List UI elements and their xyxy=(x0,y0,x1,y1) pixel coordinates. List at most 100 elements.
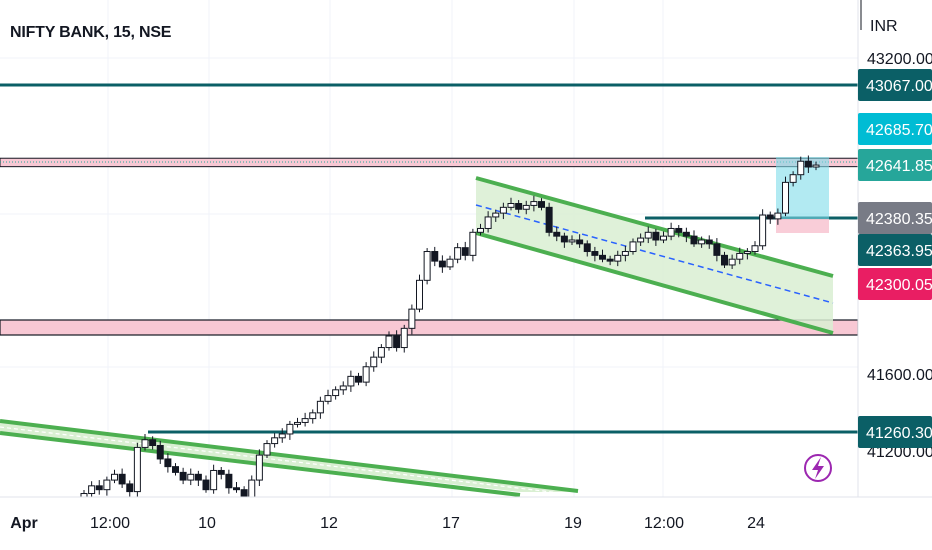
candle-body xyxy=(172,466,179,473)
candle-body xyxy=(568,239,576,243)
candle-body xyxy=(743,251,751,254)
candle-body xyxy=(194,473,202,481)
candle-body xyxy=(751,245,759,253)
price-badge-label: 42641.85 xyxy=(866,158,932,175)
candle-body xyxy=(721,254,728,266)
candle-body xyxy=(355,375,362,383)
candle-body xyxy=(438,260,446,268)
candle-body xyxy=(728,258,736,266)
stop-zone-box xyxy=(776,219,829,233)
candle-body xyxy=(515,203,523,210)
x-tick-label: 17 xyxy=(442,515,460,532)
candle-body xyxy=(316,400,324,414)
price-badge-label: 42380.35 xyxy=(866,211,932,228)
candle-body xyxy=(294,421,301,425)
x-tick-label: 12:00 xyxy=(90,515,130,532)
candle-body xyxy=(454,247,462,260)
candle-body xyxy=(149,439,157,447)
candles-group xyxy=(80,155,820,503)
old-channel-upper-line xyxy=(0,419,579,493)
candle-body xyxy=(179,471,187,481)
price-badge-label: 42300.05 xyxy=(866,277,932,294)
candle-body xyxy=(461,247,469,256)
demand-zone xyxy=(0,319,859,336)
channel-upper-line xyxy=(475,176,834,278)
candle-body xyxy=(629,241,637,253)
candle-body xyxy=(202,479,210,491)
candle-body xyxy=(103,479,111,491)
candle-body xyxy=(362,366,370,383)
candle-body xyxy=(484,216,492,229)
candle-body xyxy=(332,389,340,397)
candle-body xyxy=(248,479,256,498)
y-tick-label: 41600.00 xyxy=(867,367,932,384)
channel-fill xyxy=(476,178,833,333)
symbol-title: NIFTY BANK, 15, NSE xyxy=(10,24,172,41)
candle-body xyxy=(233,487,240,491)
candle-body xyxy=(164,458,172,468)
candle-body xyxy=(766,214,774,220)
candle-body xyxy=(774,212,782,220)
candle-body xyxy=(530,201,538,206)
candle-body xyxy=(545,206,553,233)
candle-body xyxy=(156,445,164,460)
candle-body xyxy=(690,235,698,245)
candle-body xyxy=(377,347,385,358)
candle-body xyxy=(126,483,134,493)
candle-body xyxy=(583,243,591,253)
candle-body xyxy=(217,469,225,475)
candle-body xyxy=(347,375,355,387)
x-tick-label: 12 xyxy=(320,515,338,532)
channel-midline xyxy=(475,204,834,304)
y-tick-label: 43200.00 xyxy=(867,51,932,68)
candle-body xyxy=(88,485,96,495)
old-channel-midline xyxy=(0,426,561,494)
currency-label: INR xyxy=(870,18,898,35)
x-tick-label: Apr xyxy=(10,515,38,532)
price-badge xyxy=(858,202,932,234)
candle-body xyxy=(698,239,706,245)
candle-body xyxy=(621,251,629,256)
candle-body xyxy=(560,235,568,243)
alert-lightning-bolt xyxy=(812,457,824,479)
candle-body xyxy=(499,206,507,214)
x-tick-label: 24 xyxy=(747,515,765,532)
candle-body xyxy=(522,204,530,210)
candle-body xyxy=(95,485,103,491)
candle-body xyxy=(286,423,294,435)
time-axis-bg xyxy=(0,497,932,550)
candle-body xyxy=(263,443,271,456)
candle-body xyxy=(210,469,218,491)
candle-body xyxy=(782,181,789,214)
candle-body xyxy=(660,235,667,241)
candle-body xyxy=(469,231,477,256)
candle-body xyxy=(301,418,309,423)
candle-body xyxy=(423,251,431,281)
candle-body xyxy=(393,335,401,349)
price-badge-label: 42363.95 xyxy=(866,243,932,260)
price-badge xyxy=(858,149,932,181)
candle-body xyxy=(667,227,675,237)
candle-body xyxy=(614,254,622,262)
candle-body xyxy=(408,308,416,329)
candle-body xyxy=(141,439,149,448)
candle-body xyxy=(492,212,500,218)
candle-body xyxy=(644,231,652,239)
y-tick-label: 41200.00 xyxy=(867,444,932,461)
price-badge-label: 42685.70 xyxy=(866,122,932,139)
candle-body xyxy=(385,335,393,349)
candle-body xyxy=(240,489,248,498)
candle-body xyxy=(713,243,721,256)
candle-body xyxy=(370,356,378,368)
candle-body xyxy=(812,164,820,168)
price-badge xyxy=(858,416,932,448)
candle-body xyxy=(736,252,744,260)
price-badge xyxy=(858,268,932,300)
candle-body xyxy=(278,433,286,439)
candle-body xyxy=(271,437,279,445)
candle-body xyxy=(606,258,614,262)
candle-body xyxy=(652,231,660,241)
candle-body xyxy=(133,446,141,493)
price-badge xyxy=(858,69,932,101)
